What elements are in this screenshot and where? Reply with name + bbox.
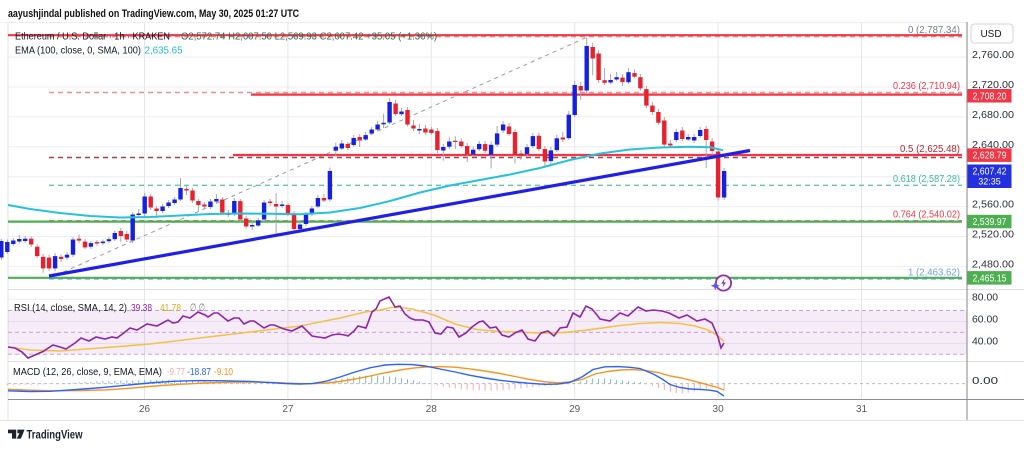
svg-text:0.00: 0.00 bbox=[972, 376, 999, 387]
svg-text:32:35: 32:35 bbox=[978, 177, 1001, 187]
svg-text:26: 26 bbox=[139, 404, 151, 415]
svg-text:29: 29 bbox=[569, 404, 581, 415]
svg-text:0.764 (2,540.02): 0.764 (2,540.02) bbox=[893, 209, 960, 220]
svg-text:O2,572.74 H2,607.50 L2,569.93: O2,572.74 H2,607.50 L2,569.93 C2,607.42 … bbox=[181, 31, 437, 43]
svg-text:2,640.00: 2,640.00 bbox=[972, 140, 1014, 151]
svg-text:30: 30 bbox=[713, 404, 725, 415]
svg-text:41.78: 41.78 bbox=[160, 302, 181, 314]
svg-text:2,560.00: 2,560.00 bbox=[972, 200, 1014, 211]
svg-text:2,480.00: 2,480.00 bbox=[972, 259, 1014, 270]
svg-text:80.00: 80.00 bbox=[972, 293, 998, 304]
svg-text:RSI (14, close, SMA, 14, 2): RSI (14, close, SMA, 14, 2) bbox=[14, 302, 127, 314]
svg-text:0.618 (2,587.28): 0.618 (2,587.28) bbox=[893, 174, 960, 185]
svg-text:-18.87: -18.87 bbox=[187, 366, 211, 378]
svg-text:-9.77: -9.77 bbox=[167, 366, 185, 378]
svg-text:2,539.97: 2,539.97 bbox=[973, 217, 1007, 228]
svg-text:∅ ∅: ∅ ∅ bbox=[190, 302, 205, 314]
svg-text:2,708.20: 2,708.20 bbox=[973, 91, 1007, 102]
svg-text:2,520.00: 2,520.00 bbox=[972, 230, 1014, 241]
svg-text:Ethereum / U.S. Dollar · 1h ·: Ethereum / U.S. Dollar · 1h · KRAKEN bbox=[15, 31, 170, 43]
svg-text:MACD (12, 26, close, 9, EMA, E: MACD (12, 26, close, 9, EMA, EMA) bbox=[13, 366, 162, 378]
svg-text:0.5 (2,625.48): 0.5 (2,625.48) bbox=[900, 144, 960, 155]
svg-text:aayushjindal published on Trad: aayushjindal published on TradingView.co… bbox=[8, 8, 299, 20]
svg-text:39.38: 39.38 bbox=[131, 302, 152, 314]
svg-text:USD: USD bbox=[980, 29, 1001, 40]
svg-text:2,680.00: 2,680.00 bbox=[972, 110, 1014, 121]
svg-text:2,635.65: 2,635.65 bbox=[145, 45, 183, 57]
svg-text:-9.10: -9.10 bbox=[214, 366, 233, 378]
svg-text:0 (2,787.34): 0 (2,787.34) bbox=[908, 25, 960, 36]
svg-text:31: 31 bbox=[856, 404, 868, 415]
svg-text:0.236 (2,710.94): 0.236 (2,710.94) bbox=[893, 81, 960, 92]
svg-text:60.00: 60.00 bbox=[972, 315, 998, 326]
svg-text:2,607.42: 2,607.42 bbox=[973, 167, 1007, 178]
svg-text:2,760.00: 2,760.00 bbox=[972, 50, 1014, 61]
svg-text:2,720.00: 2,720.00 bbox=[972, 80, 1014, 91]
svg-text:2,628.79: 2,628.79 bbox=[973, 151, 1007, 162]
svg-text:40.00: 40.00 bbox=[972, 336, 998, 347]
svg-text:EMA (100, close, 0, SMA, 100): EMA (100, close, 0, SMA, 100) bbox=[15, 45, 141, 57]
svg-text:1 (2,463.62): 1 (2,463.62) bbox=[908, 268, 960, 279]
svg-text:28: 28 bbox=[426, 404, 438, 415]
svg-text:TradingView: TradingView bbox=[27, 427, 84, 441]
svg-text:27: 27 bbox=[282, 404, 294, 415]
svg-text:2,465.15: 2,465.15 bbox=[973, 273, 1007, 284]
